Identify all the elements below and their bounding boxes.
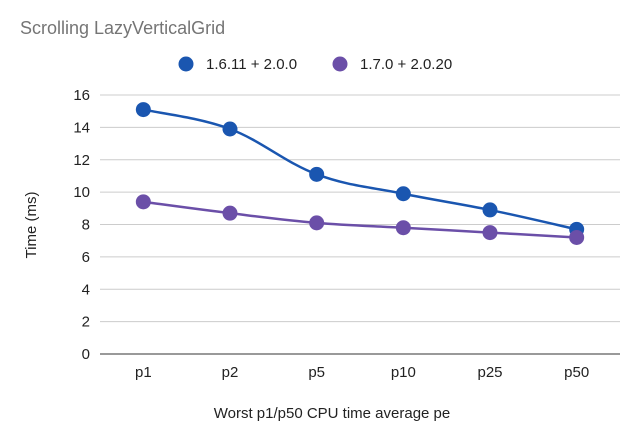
series-layer: [135, 102, 585, 245]
x-axis-ticks: p1 p2 p5 p10 p25 p50: [135, 364, 589, 381]
chart-title: Scrolling LazyVerticalGrid: [20, 18, 226, 38]
y-tick-label: 10: [73, 184, 90, 201]
y-axis-ticks: 0 2 4 6 8 10 12 14 16: [73, 87, 90, 363]
data-point: [135, 102, 151, 118]
y-tick-label: 16: [73, 87, 90, 104]
x-tick-label: p10: [391, 364, 416, 381]
data-point: [482, 202, 498, 218]
x-tick-label: p50: [564, 364, 589, 381]
x-tick-label: p25: [477, 364, 502, 381]
series-1: [135, 102, 585, 237]
data-point: [309, 215, 325, 231]
y-tick-label: 0: [82, 346, 90, 363]
legend-marker: [178, 56, 194, 72]
data-point: [222, 205, 238, 221]
y-tick-label: 8: [82, 217, 90, 234]
legend-label: 1.7.0 + 2.0.20: [360, 56, 452, 73]
y-tick-label: 14: [73, 119, 90, 136]
y-tick-label: 6: [82, 249, 90, 266]
data-point: [569, 229, 585, 245]
data-point: [395, 220, 411, 236]
legend-label: 1.6.11 + 2.0.0: [206, 56, 297, 73]
data-point: [395, 186, 411, 202]
y-tick-label: 4: [82, 281, 90, 298]
data-point: [222, 121, 238, 137]
y-tick-label: 2: [82, 314, 90, 331]
x-tick-label: p1: [135, 364, 152, 381]
x-axis-title: Worst p1/p50 CPU time average pe: [214, 405, 451, 422]
data-point: [309, 166, 325, 182]
legend: 1.6.11 + 2.0.0 1.7.0 + 2.0.20: [178, 56, 452, 73]
data-point: [135, 194, 151, 210]
y-axis-title: Time (ms): [23, 192, 40, 259]
x-tick-label: p2: [222, 364, 239, 381]
series-2: [135, 194, 585, 245]
series-line: [143, 200, 577, 239]
legend-marker: [332, 56, 348, 72]
data-point: [482, 225, 498, 241]
series-line: [143, 108, 577, 231]
y-tick-label: 12: [73, 152, 90, 169]
x-tick-label: p5: [308, 364, 325, 381]
